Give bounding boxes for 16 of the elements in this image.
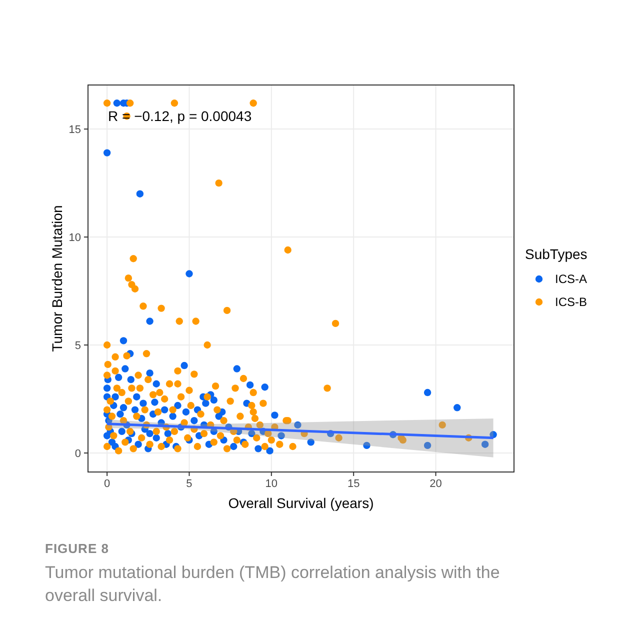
x-tick-label: 10 (265, 478, 278, 490)
legend-label: ICS-A (555, 272, 588, 286)
x-tick-label: 0 (104, 478, 110, 490)
text: Tumor mutational burden (TMB) correlation analysis with the overall survival. (45, 563, 500, 605)
y-axis-title: Tumor Burden Mutation (49, 205, 65, 352)
y-tick-label: 0 (74, 448, 81, 460)
x-axis-title: Overall Survival (years) (228, 495, 374, 511)
y-tick-label: 15 (68, 124, 81, 136)
x-tick-label: 15 (347, 478, 360, 490)
y-tick-label: 10 (68, 232, 81, 244)
caption: FIGURE 8 (45, 541, 109, 556)
x-tick-label: 5 (186, 478, 192, 490)
y-tick-label: 5 (74, 340, 81, 352)
legend-title: SubTypes (525, 246, 588, 262)
legend-label: ICS-B (555, 295, 588, 309)
x-tick-label: 20 (430, 478, 442, 490)
